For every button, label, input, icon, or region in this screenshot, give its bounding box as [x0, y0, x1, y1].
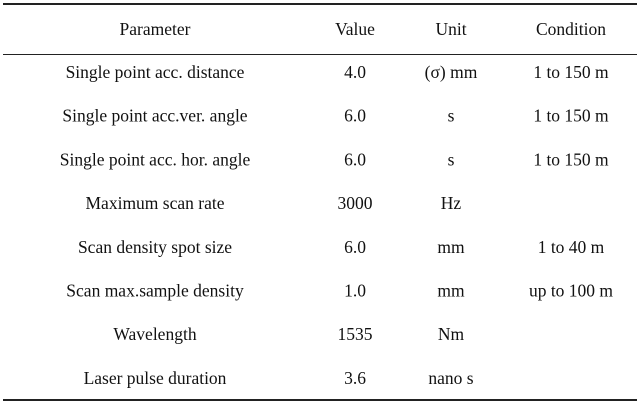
- table-cell: 6.0: [344, 149, 366, 169]
- table-cell: mm: [437, 281, 465, 301]
- table-cell: 4.0: [344, 62, 366, 82]
- table-cell: 1 to 150 m: [533, 106, 609, 126]
- table-cell: Single point acc. distance: [66, 62, 245, 82]
- table-cell: 1.0: [344, 281, 366, 301]
- table-cell: 1535: [338, 324, 373, 344]
- table-cell: Hz: [441, 193, 462, 213]
- table-cell: s: [448, 106, 455, 126]
- header-cell: Unit: [435, 19, 466, 39]
- table-cell: Maximum scan rate: [86, 193, 225, 213]
- table-cell: mm: [437, 237, 465, 257]
- header-cell: Parameter: [120, 19, 191, 39]
- table-cell: Nm: [438, 324, 465, 344]
- table-cell: Single point acc.ver. angle: [62, 106, 247, 126]
- table-cell: Scan density spot size: [78, 237, 232, 257]
- table-cell: nano s: [428, 368, 473, 388]
- table-cell: s: [448, 149, 455, 169]
- table-cell: Scan max.sample density: [66, 281, 244, 301]
- table-cell: (σ) mm: [425, 62, 478, 82]
- header-cell: Condition: [536, 19, 606, 39]
- table-cell: 1 to 40 m: [538, 237, 605, 257]
- table-cell: 1 to 150 m: [533, 62, 609, 82]
- table-cell: 6.0: [344, 106, 366, 126]
- table-cell: 6.0: [344, 237, 366, 257]
- table-cell: 3.6: [344, 368, 366, 388]
- table-cell: Wavelength: [113, 324, 196, 344]
- table-cell: 1 to 150 m: [533, 149, 609, 169]
- table-cell: up to 100 m: [529, 281, 613, 301]
- table-cell: Laser pulse duration: [84, 368, 227, 388]
- header-cell: Value: [335, 19, 375, 39]
- table-cell: Single point acc. hor. angle: [60, 149, 251, 169]
- table-cell: 3000: [338, 193, 373, 213]
